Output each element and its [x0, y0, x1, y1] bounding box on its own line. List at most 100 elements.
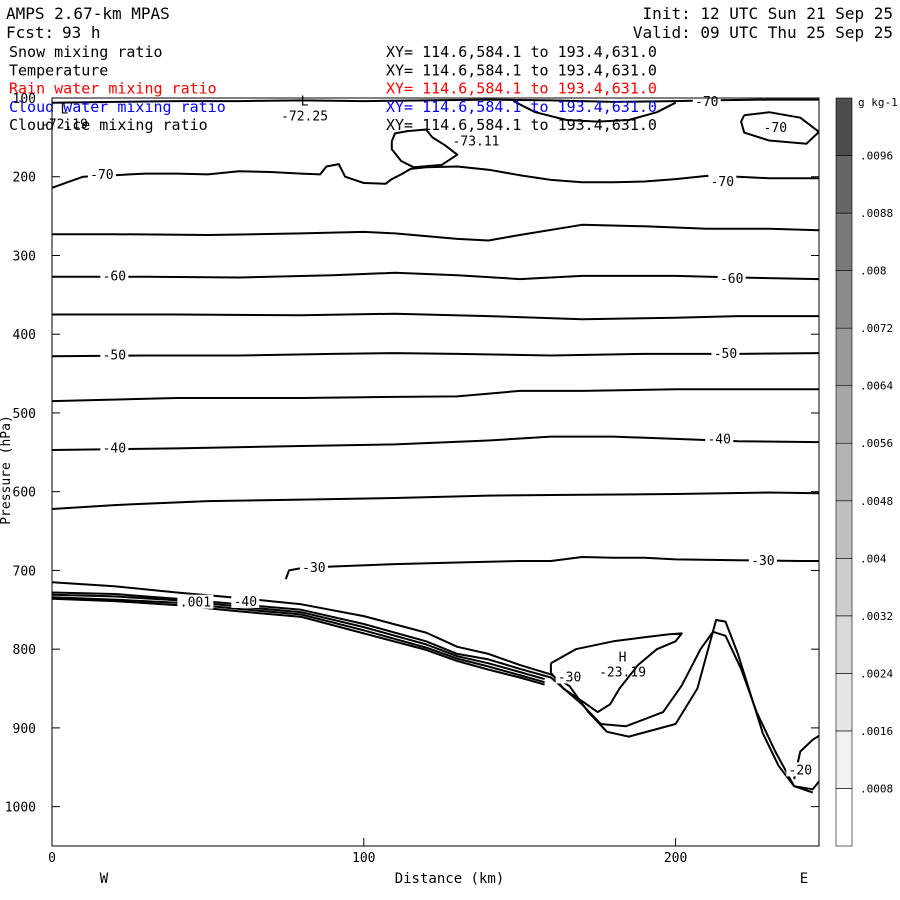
isotherm-line: [52, 312, 819, 321]
isotherm-line: [52, 591, 814, 794]
plot-frame: [51, 97, 820, 847]
colorbar-swatch: [835, 558, 853, 617]
field-name: Cloud ice mixing ratio: [9, 116, 208, 134]
extremum-mark: H: [619, 650, 627, 665]
contour-labels: -70 -70 -70 -70 -60 -60 -50 -50 -40 -40 -40 -30 -30 -…: [87, 93, 815, 778]
contour-lines: [52, 98, 819, 794]
y-tick-label: 900: [13, 722, 36, 737]
extremum-value: -23.19: [599, 665, 646, 680]
contour-label: -30: [751, 554, 774, 569]
extrema-markers: L-72.19L-72.25-73.11H-23.19: [41, 94, 646, 680]
extremum-value: -73.11: [453, 135, 500, 150]
isotherm-line: [740, 111, 819, 145]
extremum-mark: L: [301, 94, 309, 109]
field-domain: XY= 114.6,584.1 to 193.4,631.0: [386, 116, 657, 134]
field-domain: XY= 114.6,584.1 to 193.4,631.0: [386, 43, 657, 61]
isotherm-line: [52, 163, 819, 189]
extremum-mark: L: [61, 102, 69, 117]
isotherm-line: [52, 581, 819, 791]
field-name: Temperature: [9, 61, 108, 79]
axes: 100 200 300 400 500 600 700 800 900 1000 0 100 200 Di…: [0, 92, 820, 887]
plot-area: -70 -70 -70 -70 -60 -60 -50 -50 -40 -40 -40 -30 -30 -…: [41, 93, 819, 794]
colorbar-unit: g kg-1: [858, 96, 898, 109]
valid-time: Valid: 09 UTC Thu 25 Sep 25: [633, 23, 893, 42]
field-domain: XY= 114.6,584.1 to 193.4,631.0: [386, 80, 657, 98]
y-tick-label: 400: [13, 328, 36, 343]
colorbar-swatch: [835, 97, 853, 156]
field-domain: XY= 114.6,584.1 to 193.4,631.0: [386, 61, 657, 79]
colorbar-swatch: [835, 615, 853, 674]
y-tick-label: 100: [13, 92, 36, 107]
isotherm-line: [52, 593, 545, 681]
y-tick-label: 800: [13, 643, 36, 658]
colorbar-level: .0016: [860, 725, 893, 738]
field-domain: XY= 114.6,584.1 to 193.4,631.0: [386, 98, 657, 116]
isotherm-line: [284, 556, 819, 580]
isotherm-line: [52, 271, 819, 281]
colorbar-level: .0056: [860, 437, 893, 450]
isotherm-line: [52, 435, 819, 451]
y-axis-label: Pressure (hPa): [0, 415, 14, 525]
contour-label: -20: [789, 763, 812, 778]
isotherm-line: [52, 491, 819, 510]
y-tick-label: 700: [13, 564, 36, 579]
colorbar-swatch: [835, 270, 853, 329]
extremum-value: -72.19: [41, 117, 88, 132]
isotherm-line: [52, 352, 819, 358]
x-axis-label: Distance (km): [395, 871, 505, 887]
colorbar-level: .0072: [860, 322, 893, 335]
contour-label: -70: [695, 95, 718, 110]
east-label: E: [800, 871, 808, 887]
colorbar-level: .0096: [860, 150, 893, 163]
header: AMPS 2.67-km MPAS Fcst: 93 h Init: 12 UT…: [6, 4, 893, 42]
colorbar-swatch: [835, 385, 853, 444]
colorbar-level: .0032: [860, 610, 893, 623]
colorbar-level: .0064: [860, 380, 893, 393]
colorbar-swatch: [835, 788, 853, 847]
colorbar-level: .0024: [860, 667, 893, 680]
colorbar-swatch: [835, 327, 853, 386]
y-tick-label: 600: [13, 486, 36, 501]
colorbar-swatch: [835, 730, 853, 789]
isotherm-line: [52, 388, 819, 403]
contour-label: -70: [90, 168, 113, 183]
field-legend: Snow mixing ratio XY= 114.6,584.1 to 193.…: [9, 43, 657, 134]
isotherm-line: [52, 597, 545, 686]
colorbar-swatch: [835, 500, 853, 559]
x-tick-label: 0: [48, 851, 56, 866]
isotherm-line: [390, 128, 459, 169]
contour-label: -30: [302, 561, 325, 576]
colorbar-swatch: [835, 442, 853, 502]
forecast-label: Fcst:: [6, 23, 54, 42]
colorbar-level: .0088: [860, 207, 893, 220]
contour-label: -70: [764, 121, 787, 136]
field-name: Cloud water mixing ratio: [9, 98, 226, 116]
model-title: AMPS 2.67-km MPAS: [6, 4, 170, 23]
colorbar-level: .008: [860, 265, 887, 278]
y-tick-label: 1000: [5, 801, 36, 816]
init-time: Init: 12 UTC Sun 21 Sep 25: [643, 4, 893, 23]
contour-label: -40: [707, 433, 730, 448]
extremum-value: -72.25: [281, 109, 328, 124]
contour-label: -70: [711, 175, 734, 190]
contour-label: .001: [180, 596, 211, 611]
contour-label: -30: [558, 671, 581, 686]
contour-label: -60: [103, 270, 126, 285]
forecast-hour: 93 h: [62, 23, 101, 42]
contour-label: -50: [103, 348, 126, 363]
contour-label: -40: [234, 595, 257, 610]
colorbar-level: .004: [860, 552, 887, 565]
y-tick-label: 500: [13, 407, 36, 422]
x-tick-label: 200: [664, 851, 687, 866]
field-name: Rain water mixing ratio: [9, 80, 217, 98]
x-tick-label: 100: [352, 851, 375, 866]
colorbar-swatch: [835, 155, 853, 214]
colorbar-level: .0008: [860, 782, 893, 795]
contour-label: -50: [714, 347, 737, 362]
colorbar-level: .0048: [860, 495, 893, 508]
isotherm-line: [52, 223, 819, 242]
contour-label: -60: [720, 272, 743, 287]
isotherm-line: [512, 100, 677, 123]
y-tick-label: 200: [13, 171, 36, 186]
